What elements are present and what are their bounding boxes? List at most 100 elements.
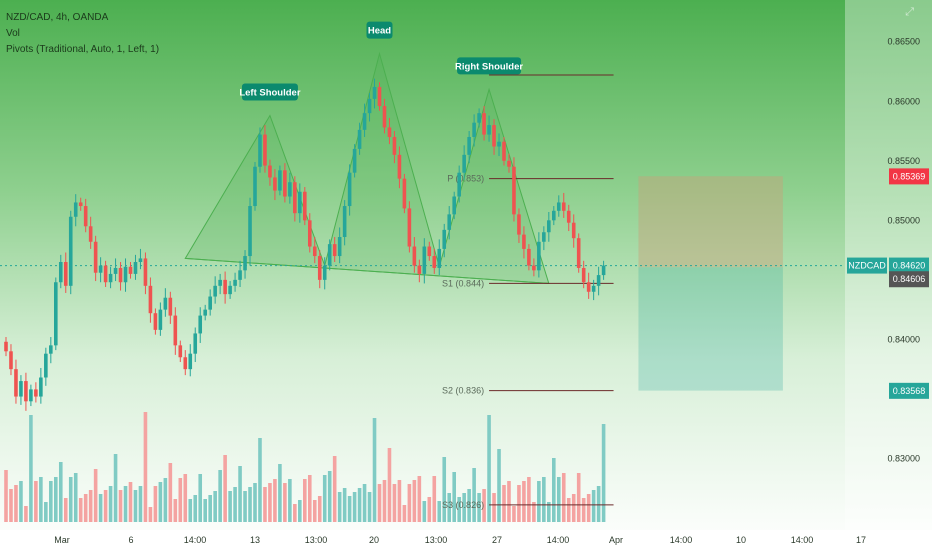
volume-bar (502, 485, 506, 522)
candle-body (143, 258, 148, 286)
candle-body (128, 266, 133, 274)
volume-bar (133, 490, 138, 522)
candle-body (571, 222, 576, 239)
candle-body (288, 182, 292, 197)
volume-bar (208, 495, 212, 522)
volume-bar (492, 493, 496, 522)
candle-body (601, 265, 606, 276)
volume-bar (29, 415, 33, 522)
volume-bar (63, 498, 68, 522)
volume-bar (552, 458, 556, 522)
candle-body (422, 246, 427, 274)
pattern-label-box (241, 83, 298, 101)
volume-bar (118, 490, 123, 522)
candle-body (487, 125, 491, 135)
candle-body (273, 177, 277, 191)
candle-body (183, 357, 188, 370)
candle-body (337, 236, 342, 257)
volume-bar (327, 471, 332, 522)
candle-body (83, 206, 88, 227)
volume-bar (467, 489, 471, 522)
volume-bar (442, 457, 447, 522)
volume-bar (123, 486, 128, 522)
volume-bar (472, 468, 476, 522)
volume-bar (547, 502, 551, 522)
volume-bar (278, 464, 282, 522)
candle-body (153, 313, 158, 330)
volume-bar (556, 477, 561, 522)
candle-body (54, 282, 58, 346)
volume-bar (98, 494, 103, 522)
volume-bar (571, 494, 576, 522)
candle-body (367, 98, 372, 114)
volume-bar (178, 478, 183, 522)
volume-bar (203, 499, 207, 522)
symbol-tag (847, 257, 887, 274)
y-tick-label: 0.83000 (887, 453, 920, 463)
pivots-indicator-label[interactable]: Pivots (Traditional, Auto, 1, Left, 1) (6, 44, 160, 55)
candle-body (93, 241, 98, 273)
volume-bar (93, 469, 98, 522)
volume-bar (422, 501, 427, 522)
volume-bar (537, 481, 541, 522)
pivot-label: S3 (0.826) (442, 500, 484, 510)
volume-bar (586, 494, 591, 522)
volume-bar (153, 486, 158, 522)
candle-body (138, 258, 143, 262)
volume-bar (243, 491, 247, 522)
volume-bar (108, 486, 113, 522)
y-tick-label: 0.84000 (887, 334, 920, 344)
symbol-title[interactable]: NZD/CAD, 4h, OANDA (6, 12, 109, 23)
x-tick-label: 27 (492, 535, 502, 545)
volume-bar (4, 470, 8, 522)
volume-indicator-label[interactable]: Vol (6, 28, 20, 39)
candle-body (29, 389, 33, 402)
volume-bar (283, 483, 287, 522)
candle-body (317, 256, 322, 280)
candle-body (457, 172, 461, 197)
volume-bar (596, 486, 601, 522)
candle-body (163, 297, 168, 310)
price-tag-text: 0.84620 (893, 261, 926, 271)
volume-bar (561, 473, 566, 522)
candle-body (78, 202, 83, 207)
volume-bar (377, 484, 382, 522)
volume-bar (367, 492, 372, 522)
volume-bar (44, 502, 48, 522)
expand-icon[interactable]: ⤢ (905, 6, 914, 18)
x-tick-label: 13:00 (305, 535, 328, 545)
volume-bar (447, 493, 452, 522)
candle-body (228, 285, 232, 295)
volume-bar (566, 498, 571, 522)
candle-body (263, 134, 267, 166)
volume-bar (482, 489, 486, 522)
candle-body (108, 273, 113, 283)
candle-body (198, 315, 203, 334)
volume-bar (601, 424, 606, 522)
y-tick-label: 0.85000 (887, 215, 920, 225)
candle-body (556, 202, 561, 211)
volume-bar (73, 473, 78, 522)
volume-bar (372, 418, 377, 522)
candle-body (327, 244, 332, 266)
candle-body (497, 141, 501, 147)
x-tick-label: 14:00 (547, 535, 570, 545)
volume-bar (347, 496, 352, 522)
candle-body (502, 141, 506, 161)
volume-bar (143, 412, 148, 522)
candle-body (103, 265, 108, 283)
price-tag-text: 0.83568 (893, 386, 926, 396)
x-tick-label: 13 (250, 535, 260, 545)
candle-body (437, 248, 442, 268)
volume-bar (273, 479, 277, 522)
price-tag-text: 0.84606 (893, 274, 926, 284)
candle-body (44, 353, 48, 378)
candle-body (268, 165, 272, 178)
candle-body (537, 241, 541, 271)
candle-body (68, 216, 73, 286)
price-tag (889, 271, 929, 288)
volume-bar (218, 470, 222, 522)
volume-bar (78, 498, 83, 522)
price-tag (889, 168, 929, 185)
